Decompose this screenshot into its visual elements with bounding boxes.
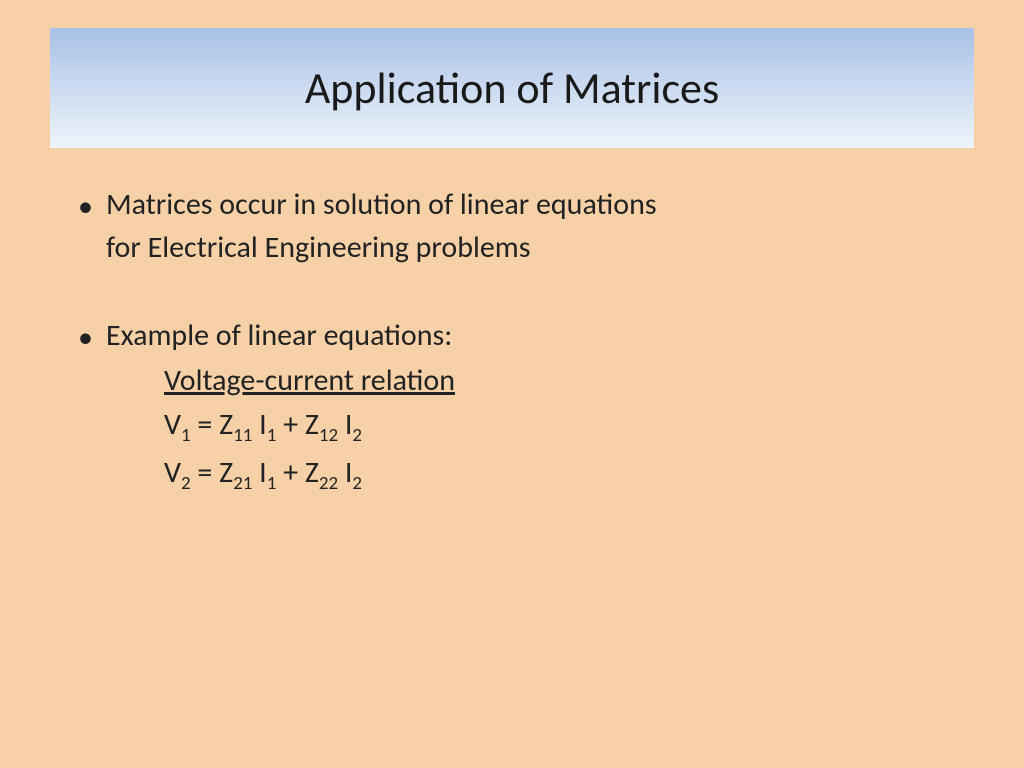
slide-title: Application of Matrices <box>305 61 719 115</box>
subheading: Voltage-current relation <box>164 359 958 403</box>
eq-var: V <box>164 454 181 491</box>
slide: Application of Matrices • Matrices occur… <box>0 0 1024 768</box>
eq-op: = <box>197 454 219 491</box>
eq-sub: 1 <box>267 472 277 495</box>
eq-sub: 12 <box>319 424 338 447</box>
equation-line: V1 = Z11 I1 + Z12 I2 <box>164 402 958 450</box>
eq-sub: 1 <box>267 424 277 447</box>
slide-body: • Matrices occur in solution of linear e… <box>78 185 958 499</box>
eq-var: I <box>259 406 267 443</box>
equation-line: V2 = Z21 I1 + Z22 I2 <box>164 450 958 498</box>
title-bar: Application of Matrices <box>50 28 974 148</box>
bullet-glyph: • <box>78 316 106 359</box>
eq-sub: 2 <box>181 472 191 495</box>
eq-sub: 11 <box>233 424 252 447</box>
bullet-item: • Matrices occur in solution of linear e… <box>78 185 958 228</box>
eq-sub: 2 <box>352 424 362 447</box>
eq-var: Z <box>219 454 233 491</box>
eq-sub: 22 <box>319 472 338 495</box>
eq-sub: 21 <box>233 472 252 495</box>
bullet-glyph: • <box>78 185 106 228</box>
eq-op: + <box>283 454 305 491</box>
eq-var: Z <box>305 454 319 491</box>
eq-var: V <box>164 406 181 443</box>
bullet-text: Matrices occur in solution of linear equ… <box>106 185 958 226</box>
eq-op: = <box>197 406 219 443</box>
eq-var: I <box>259 454 267 491</box>
eq-var: Z <box>305 406 319 443</box>
eq-op: + <box>283 406 305 443</box>
spacer <box>78 268 958 316</box>
bullet-text: Example of linear equations: <box>106 316 958 357</box>
eq-sub: 1 <box>181 424 191 447</box>
subheading-text: Voltage-current relation <box>164 362 455 399</box>
bullet-text-continued: for Electrical Engineering problems <box>106 228 958 269</box>
eq-sub: 2 <box>352 472 362 495</box>
bullet-item: • Example of linear equations: <box>78 316 958 359</box>
eq-var: Z <box>219 406 233 443</box>
